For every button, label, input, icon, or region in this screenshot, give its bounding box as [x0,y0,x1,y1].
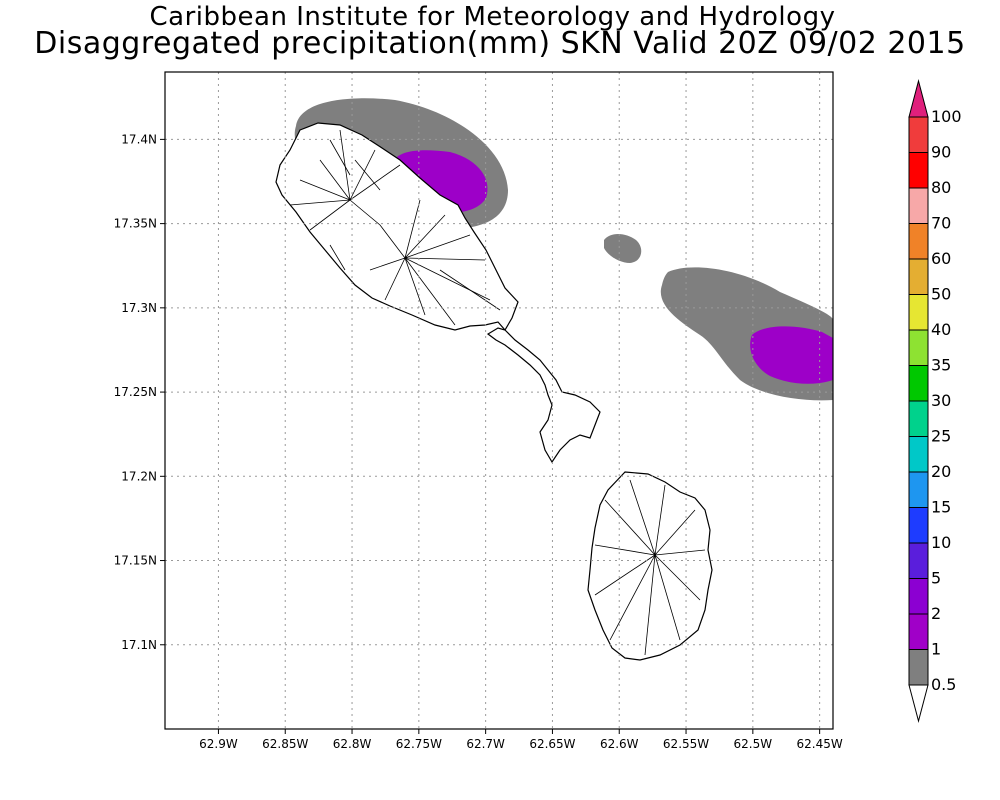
x-tick-label: 62.55W [663,737,709,751]
island-nevis [587,471,713,661]
x-tick-label: 62.7W [466,737,505,751]
colorbar-label: 90 [931,143,951,162]
colorbar-box [908,294,929,331]
colorbar-label: 30 [931,391,951,410]
colorbar-top-arrow [908,79,929,118]
x-tick-label: 62.6W [600,737,639,751]
y-tick-label: 17.15N [114,554,157,568]
y-axis: 17.4N 17.35N 17.3N 17.25N 17.2N 17.15N 17.1N [114,132,165,652]
colorbar-label: 0.5 [931,675,956,694]
colorbar-label: 1 [931,640,941,659]
colorbar-label: 5 [931,569,941,588]
colorbar-label: 70 [931,214,951,233]
plot-frame [164,71,834,730]
colorbar-box [908,223,929,260]
grid [165,72,833,729]
colorbar-box [908,436,929,473]
colorbar-box [908,471,929,508]
x-tick-label: 62.85W [262,737,308,751]
y-tick-label: 17.1N [121,638,157,652]
island-st-kitts [275,122,601,464]
colorbar-label: 15 [931,498,951,517]
colorbar-bottom-arrow [908,684,929,723]
chart-title: Caribbean Institute for Meteorology and … [149,2,836,32]
y-tick-label: 17.3N [121,301,157,315]
x-tick-label: 62.5W [734,737,773,751]
colorbar-label: 20 [931,462,951,481]
colorbar-label: 100 [931,107,962,126]
colorbar-box [908,613,929,650]
y-tick-label: 17.25N [114,385,157,399]
colorbar-box [908,542,929,579]
x-axis: 62.9W 62.85W 62.8W 62.75W 62.7W 62.65W 62.6W 62… [199,729,843,751]
st-kitts-drainage [289,129,501,326]
colorbar: 100 90 80 70 60 50 40 35 30 25 20 15 10 5 2 1 0.5 [908,79,962,723]
colorbar-box [908,400,929,437]
y-tick-label: 17.2N [121,469,157,483]
precip-area-east-purple [750,326,833,384]
colorbar-box [908,116,929,153]
colorbar-label: 2 [931,604,941,623]
colorbar-box [908,187,929,224]
precip-area-small-gray [604,234,642,263]
colorbar-box [908,258,929,295]
x-tick-label: 62.45W [797,737,843,751]
colorbar-box [908,507,929,544]
x-tick-label: 62.9W [199,737,238,751]
colorbar-label: 80 [931,178,951,197]
y-tick-label: 17.35N [114,217,157,231]
nevis-drainage [594,479,706,656]
colorbar-label: 40 [931,320,951,339]
colorbar-label: 10 [931,533,951,552]
colorbar-box [908,365,929,402]
colorbar-box [908,329,929,366]
colorbar-label: 50 [931,285,951,304]
x-tick-label: 62.65W [529,737,575,751]
colorbar-box [908,578,929,615]
x-tick-label: 62.8W [333,737,372,751]
colorbar-label: 25 [931,427,951,446]
x-tick-label: 62.75W [396,737,442,751]
colorbar-label: 35 [931,356,951,375]
colorbar-box [908,649,929,686]
colorbar-label: 60 [931,249,951,268]
colorbar-box [908,152,929,189]
y-tick-label: 17.4N [121,132,157,146]
chart-subtitle: Disaggregated precipitation(mm) SKN Vali… [34,26,966,61]
